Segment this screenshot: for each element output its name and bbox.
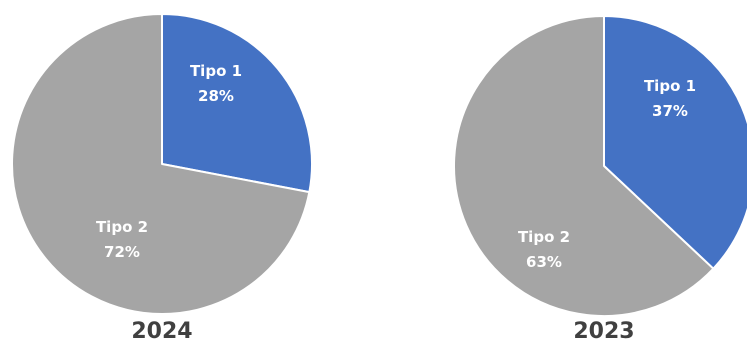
chart-title: 2023 xyxy=(573,319,634,344)
slice-category-label: Tipo 1 xyxy=(644,77,696,95)
slice-percent-label: 37% xyxy=(652,102,688,120)
chart-title: 2024 xyxy=(131,319,192,344)
slice-percent-label: 28% xyxy=(198,87,234,105)
pie-slice-2023-tipo-1 xyxy=(603,15,747,270)
slice-category-label: Tipo 2 xyxy=(96,218,148,236)
pie-slice-2024-tipo-2 xyxy=(11,13,311,315)
pie-slice-2023-tipo-2 xyxy=(453,15,715,317)
slice-category-label: Tipo 2 xyxy=(518,228,570,246)
slice-percent-label: 63% xyxy=(526,253,562,271)
pie-chart-2024: Tipo 1 28% Tipo 2 72% 2024 xyxy=(11,13,313,344)
pie-chart-2023: Tipo 1 37% Tipo 2 63% 2023 xyxy=(453,15,747,344)
slice-percent-label: 72% xyxy=(104,243,140,261)
slice-category-label: Tipo 1 xyxy=(190,62,242,80)
pie-slice-2024-tipo-1 xyxy=(161,13,313,194)
